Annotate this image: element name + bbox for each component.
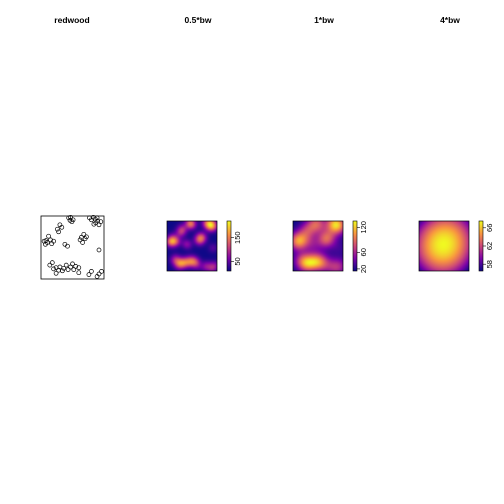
colorbar-frame-half-bw (226, 220, 232, 272)
scatter-point (46, 233, 51, 239)
colorbar-ticks-4bw: 58 62 66 (483, 224, 494, 268)
density-frame-4bw (418, 220, 470, 272)
scatter-point (65, 267, 71, 272)
scatter-point (77, 237, 83, 243)
scatter-point (49, 241, 55, 247)
colorbar-frame-1bw (352, 220, 358, 272)
colorbar-ticks-1bw: 20 60 120 (357, 221, 368, 273)
colorbar-tick-label: 150 (233, 231, 242, 244)
panel-title-1bw: 1*bw (314, 15, 334, 25)
scatter-point (91, 221, 97, 227)
panel-title-half-bw: 0.5*bw (185, 15, 212, 25)
scatter-point (53, 270, 59, 276)
panel-title-redwood: redwood (54, 15, 89, 25)
density-image-4bw (419, 221, 469, 271)
scatter-panel (40, 214, 105, 280)
scatter-point (76, 265, 82, 271)
scatter-point (70, 261, 75, 267)
scatter-point (61, 265, 67, 271)
colorbar-tick-label: 120 (359, 221, 368, 234)
scatter-point (66, 215, 72, 221)
panel-title-4bw: 4*bw (440, 15, 460, 25)
colorbar-tick-label: 50 (233, 257, 242, 265)
colorbar-1bw (353, 221, 357, 271)
scatter-point (68, 214, 73, 220)
scatter-point (89, 269, 94, 274)
scatter-point (76, 270, 82, 276)
scatter-point (49, 260, 55, 265)
scatter-point (56, 229, 61, 235)
colorbar-tick-label: 58 (485, 260, 494, 268)
scatter-point (81, 231, 87, 237)
scatter-point (51, 266, 56, 272)
scatter-point (69, 219, 75, 225)
scatter-point (84, 234, 89, 240)
scatter-point (63, 262, 69, 268)
colorbar-tick-label: 60 (359, 248, 368, 256)
scatter-point (60, 268, 65, 274)
density-frame-half-bw (166, 220, 218, 272)
scatter-point (98, 219, 104, 225)
scatter-point (43, 241, 48, 247)
scatter-point (73, 264, 79, 269)
colorbar-tick-label: 66 (485, 224, 494, 232)
scatter-point (96, 247, 102, 253)
density-image-half-bw (167, 221, 217, 271)
colorbar-half-bw (227, 221, 231, 271)
scatter-point (47, 262, 53, 268)
colorbar-tick-label: 20 (359, 265, 368, 273)
density-frame-1bw (292, 220, 344, 272)
scatter-point (86, 272, 92, 277)
scatter-point (80, 240, 85, 245)
scatter-point (99, 269, 104, 274)
scatter-point (96, 271, 102, 277)
scatter-point (94, 215, 100, 221)
scatter-point (65, 243, 70, 249)
scatter-point (55, 226, 60, 232)
density-image-1bw (293, 221, 343, 271)
colorbar-ticks-half-bw: 50 150 (231, 231, 242, 266)
scatter-frame (40, 215, 105, 280)
colorbar-tick-label: 62 (485, 242, 494, 250)
scatter-point (53, 265, 59, 271)
colorbar-4bw (479, 221, 483, 271)
scatter-point (57, 222, 63, 228)
